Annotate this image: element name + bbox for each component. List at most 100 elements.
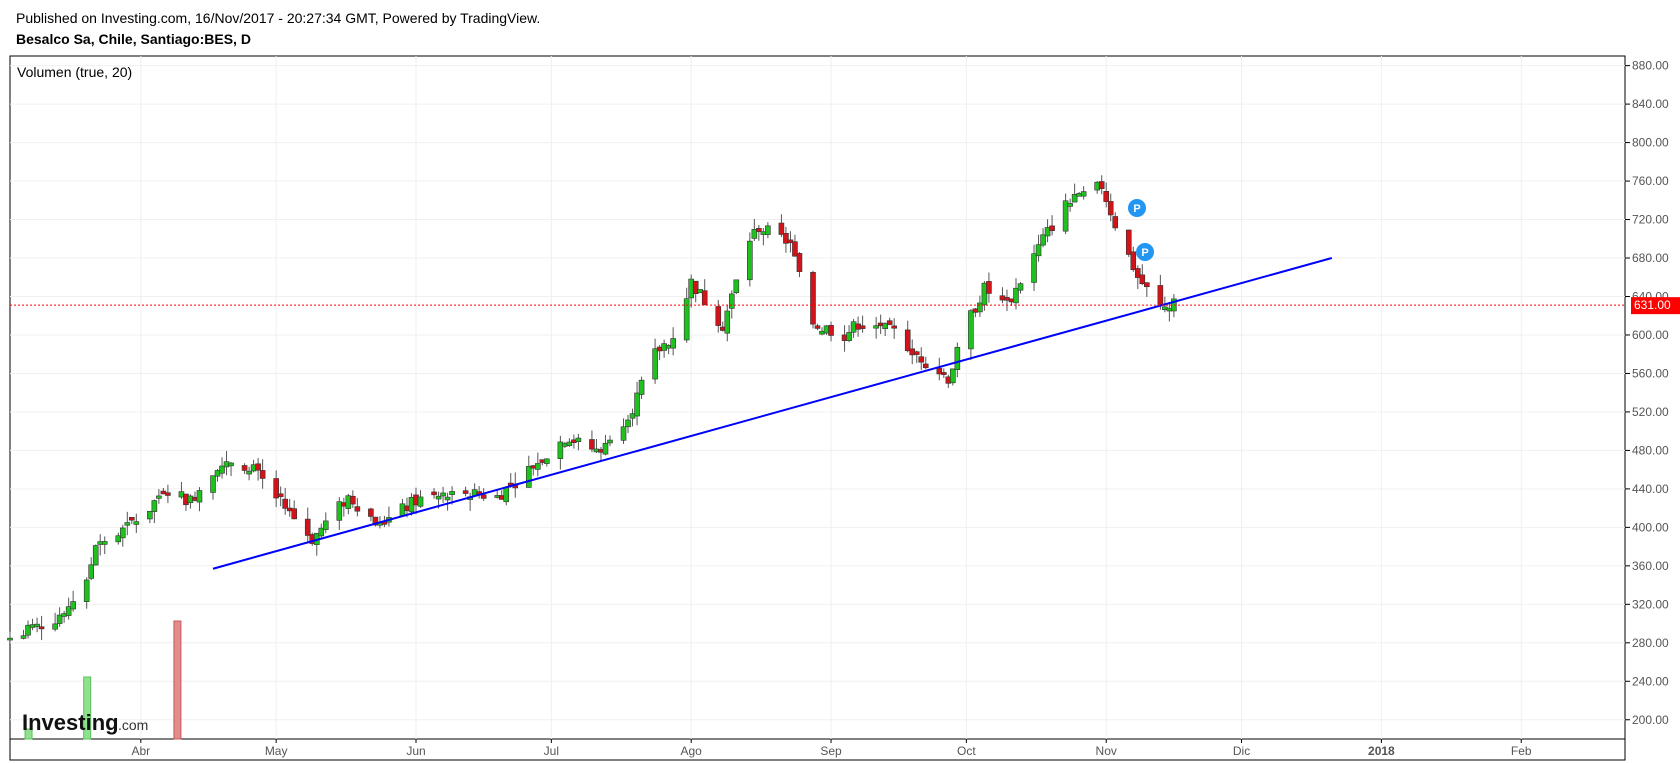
candle-up: [1013, 287, 1019, 304]
price-tick-label: 760.00: [1632, 174, 1669, 188]
candle-down: [792, 241, 798, 257]
time-tick-label: 2018: [1368, 744, 1395, 758]
candle-up: [7, 637, 13, 641]
candle-up: [1080, 191, 1087, 197]
candle-up: [124, 522, 131, 526]
candle-up: [557, 441, 564, 459]
candle-down: [273, 478, 279, 499]
candle-up: [575, 437, 582, 442]
price-tick-label: 440.00: [1632, 482, 1669, 496]
candle-down: [1134, 268, 1141, 278]
candle-up: [119, 527, 126, 539]
candle-down: [259, 470, 266, 479]
candle-down: [1144, 282, 1150, 288]
candle-up: [638, 379, 645, 395]
price-tick-label: 600.00: [1632, 328, 1669, 342]
candle-up: [228, 462, 234, 467]
price-tick-label: 200.00: [1632, 713, 1669, 727]
price-tick-label: 840.00: [1632, 97, 1669, 111]
candle-down: [1157, 285, 1164, 306]
candle-down: [814, 325, 821, 329]
time-tick-label: Sep: [820, 744, 842, 758]
candle-up: [318, 527, 325, 537]
candle-down: [255, 463, 261, 471]
candle-up: [1035, 244, 1042, 257]
candle-down: [165, 492, 171, 496]
price-tick-label: 320.00: [1632, 597, 1669, 611]
candle-up: [219, 465, 225, 474]
time-tick-label: Ago: [681, 744, 703, 758]
candle-up: [20, 635, 27, 639]
marker-p-1[interactable]: P: [1128, 199, 1146, 217]
investing-logo: Investing .com: [22, 710, 148, 735]
candle-up: [65, 606, 72, 616]
price-tick-label: 720.00: [1632, 213, 1669, 227]
candle-down: [692, 280, 699, 295]
logo-main: Investing: [22, 710, 119, 735]
candle-down: [462, 490, 469, 494]
candle-up: [652, 348, 658, 380]
price-tick-label: 480.00: [1632, 443, 1669, 457]
candle-up: [954, 346, 961, 370]
marker-p-2-label: P: [1141, 247, 1148, 259]
price-tick-label: 360.00: [1632, 559, 1669, 573]
candle-up: [747, 240, 753, 281]
candle-up: [151, 500, 158, 512]
candle-up: [535, 463, 541, 470]
instrument-title: Besalco Sa, Chile, Santiago:BES, D: [16, 31, 251, 47]
price-axis-labels: 200.00 240.00 280.00 320.00 360.00 400.00 440.…: [1625, 59, 1669, 727]
candle-down: [1107, 201, 1114, 216]
price-tick-label: 520.00: [1632, 405, 1669, 419]
candle-up: [336, 501, 343, 521]
candle-up: [602, 442, 609, 455]
chart-header: Published on Investing.com, 16/Nov/2017 …: [16, 9, 540, 48]
candle-up: [503, 486, 510, 503]
candle-up: [670, 338, 676, 349]
trendline[interactable]: [212, 257, 1333, 570]
time-tick-label: Feb: [1511, 744, 1532, 758]
price-tick-label: 280.00: [1632, 636, 1669, 650]
candle-up: [566, 441, 573, 446]
candle-down: [304, 518, 311, 536]
candle-up: [1067, 203, 1073, 207]
price-tick-label: 400.00: [1632, 520, 1669, 534]
volume-bar: [24, 728, 33, 740]
candle-down: [282, 498, 288, 509]
candle-up: [728, 293, 735, 309]
candle-down: [1125, 229, 1132, 255]
gridlines: [10, 56, 1625, 739]
candle-down: [38, 626, 45, 630]
candle-down: [715, 306, 722, 326]
candle-up: [444, 496, 451, 501]
candle-down: [886, 320, 893, 325]
candle-up: [873, 325, 879, 329]
candle-down: [810, 272, 816, 325]
candle-down: [913, 351, 920, 355]
candle-up: [1071, 194, 1078, 203]
candle-up: [525, 465, 532, 488]
candle-up: [968, 310, 974, 350]
price-tick-label: 880.00: [1632, 59, 1669, 73]
current-price-badge-bg: [1631, 297, 1680, 315]
candle-down: [241, 465, 248, 471]
candle-up: [733, 279, 740, 294]
candle-up: [88, 564, 95, 579]
candle-down: [787, 239, 794, 244]
candle-down: [589, 439, 595, 450]
marker-p-2[interactable]: P: [1136, 243, 1154, 261]
candle-down: [778, 222, 785, 235]
volume-indicator-label[interactable]: Volumen (true, 20): [17, 64, 132, 80]
candle-up: [1040, 234, 1046, 246]
candle-down: [828, 325, 834, 336]
candle-up: [101, 541, 108, 545]
candle-up: [1062, 200, 1069, 232]
current-price-value: 631.00: [1634, 298, 1671, 312]
current-price-badge: 631.00: [1631, 297, 1680, 315]
time-tick-label: Abr: [131, 744, 150, 758]
time-tick-label: Jul: [544, 744, 559, 758]
candle-up: [440, 492, 446, 497]
time-tick-label: May: [265, 744, 288, 758]
candle-up: [246, 470, 252, 475]
candle-up: [25, 624, 31, 636]
